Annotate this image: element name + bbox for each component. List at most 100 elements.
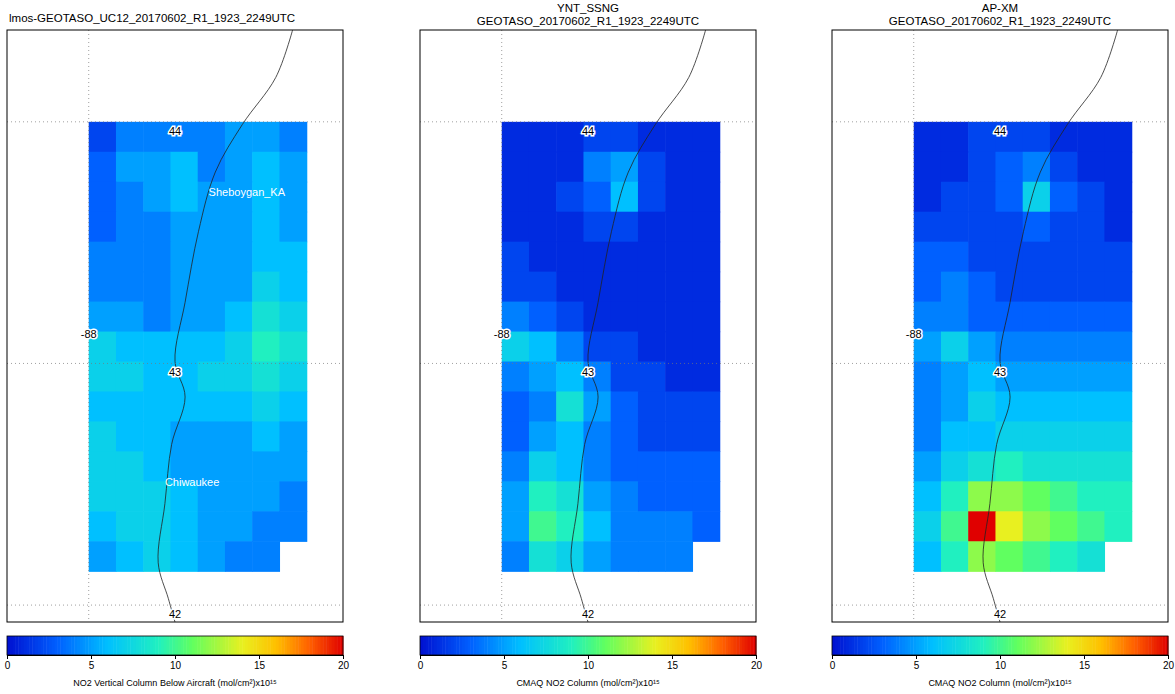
cells [914, 122, 1133, 572]
cell [1023, 152, 1051, 183]
cell [225, 212, 253, 243]
cell [941, 541, 969, 572]
cell [116, 122, 144, 153]
cell [279, 481, 307, 512]
cell [941, 391, 969, 422]
tick: 20 [1163, 655, 1175, 671]
cell [914, 362, 942, 393]
cell [692, 212, 720, 243]
cell [995, 391, 1023, 422]
background [7, 30, 343, 622]
cell [638, 302, 666, 333]
cell [968, 391, 996, 422]
cell [941, 511, 969, 542]
panel-title: AP-XM [982, 2, 1018, 14]
grid-line [420, 121, 756, 122]
cell [502, 182, 530, 213]
panel-subtitle: GEOTASO_20170602_R1_1923_2249UTC [889, 15, 1111, 27]
cell [198, 362, 226, 393]
cell [116, 511, 144, 542]
tick-label: 44 [994, 125, 1006, 137]
cell [1023, 182, 1051, 213]
cell [665, 511, 693, 542]
cell [692, 391, 720, 422]
cell [556, 302, 584, 333]
cell [279, 212, 307, 243]
cell [995, 451, 1023, 482]
cell [556, 272, 584, 303]
cell [198, 332, 226, 363]
cell [502, 481, 530, 512]
cell [198, 511, 226, 542]
cells [89, 122, 308, 572]
cell [692, 272, 720, 303]
cell [225, 242, 253, 273]
cell [116, 242, 144, 273]
tick: 10 [583, 655, 595, 671]
cell [198, 541, 226, 572]
cell [502, 451, 530, 482]
tick-mark [1168, 655, 1169, 659]
annotation: Chiwaukee [165, 476, 219, 488]
cell [995, 242, 1023, 273]
cell [225, 481, 253, 512]
cell [941, 272, 969, 303]
tick-mark [343, 655, 344, 659]
cell [941, 212, 969, 243]
cell [1050, 481, 1078, 512]
cell [89, 541, 117, 572]
cell [225, 511, 253, 542]
tick-label: 20 [1163, 660, 1175, 671]
cell [665, 212, 693, 243]
cell [502, 391, 530, 422]
colorbar-title: CMAQ NO2 Column (mol/cm²)x10¹⁵ [928, 678, 1072, 688]
cell [279, 391, 307, 422]
cell [914, 272, 942, 303]
cell [529, 242, 557, 273]
cell [611, 511, 639, 542]
cell [556, 212, 584, 243]
cell [89, 451, 117, 482]
cell [1077, 332, 1105, 363]
cell [225, 152, 253, 183]
cell [143, 302, 171, 333]
cell [1023, 391, 1051, 422]
cell [89, 182, 117, 213]
tick-label: 15 [254, 660, 266, 671]
cell [1023, 242, 1051, 273]
tick: 15 [254, 655, 266, 671]
grid-line [501, 30, 502, 622]
cell [529, 182, 557, 213]
cell [502, 362, 530, 393]
cell [1077, 302, 1105, 333]
grid-line [7, 363, 343, 364]
cell [583, 212, 611, 243]
axis-line [833, 656, 1169, 660]
tick-mark [832, 655, 833, 659]
cell [143, 362, 171, 393]
cell [1050, 391, 1078, 422]
cell [583, 481, 611, 512]
cell [170, 421, 198, 452]
cell [1077, 152, 1105, 183]
cell [1023, 362, 1051, 393]
cell [502, 152, 530, 183]
cell [968, 362, 996, 393]
colorbar [832, 636, 1169, 655]
cell [225, 541, 253, 572]
grid-line [832, 121, 1168, 122]
cell [611, 272, 639, 303]
coastline [983, 30, 1118, 622]
cell [692, 421, 720, 452]
cell [611, 391, 639, 422]
cell [692, 362, 720, 393]
colorbar-frame [7, 636, 343, 655]
colorbar-title: NO2 Vertical Column Below Aircraft (mol/… [73, 678, 277, 688]
cell [583, 421, 611, 452]
cell [692, 242, 720, 273]
cell [611, 122, 639, 153]
cell [692, 152, 720, 183]
tick: 0 [5, 655, 11, 671]
cell [252, 541, 280, 572]
cell [198, 272, 226, 303]
